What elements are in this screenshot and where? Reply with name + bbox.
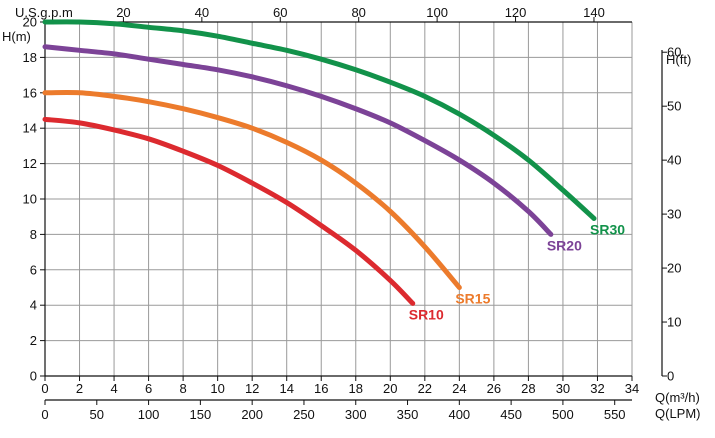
y-right-tick-label: 60 [667,45,681,60]
y-right-tick-label: 30 [667,207,681,222]
y-right-tick-label: 50 [667,99,681,114]
series-group [42,19,597,306]
x-bottom-tick-label: 4 [110,381,117,396]
y-left-tick-label: 4 [30,298,37,313]
x-bottom-tick-label: 32 [590,381,604,396]
y-right-axis-title: H(ft) [666,52,691,67]
x-lpm-tick-label: 400 [448,407,470,422]
x-lpm-tick-label: 250 [293,407,315,422]
x-top-tick-label: 80 [351,5,365,20]
x-top-axis-title: U.S.g.p.m [15,5,73,20]
y-left-tick-label: 0 [30,369,37,384]
x-bottom-tick-label: 8 [180,381,187,396]
series-label-sr20: SR20 [547,237,582,253]
x-bottom-tick-label: 30 [556,381,570,396]
grid [45,21,633,376]
y-left-tick-label: 6 [30,262,37,277]
y-left-tick-label: 10 [23,192,37,207]
x-bottom-tick-label: 26 [487,381,501,396]
y-left-tick-label: 2 [30,333,37,348]
x-top-tick-label: 60 [273,5,287,20]
y-right-tick-label: 10 [667,315,681,330]
x-lpm-tick-label: 200 [241,407,263,422]
x-bottom-tick-label: 6 [145,381,152,396]
series-line-sr20 [42,44,554,237]
x-bottom-tick-label: 2 [76,381,83,396]
series-label-sr15: SR15 [455,291,490,307]
y-left-tick-label: 14 [23,121,37,136]
y-left-tick-label: 20 [23,15,37,30]
series-line-sr10 [42,116,416,306]
x-lpm-axis-title: Q(LPM) [655,406,701,421]
x-bottom-tick-label: 12 [245,381,259,396]
x-bottom-tick-label: 34 [625,381,639,396]
x-lpm-tick-label: 500 [552,407,574,422]
y-right-tick-label: 20 [667,261,681,276]
y-right-tick-label: 40 [667,153,681,168]
x-lpm-tick-label: 550 [604,407,626,422]
x-top-tick-label: 20 [116,5,130,20]
x-bottom-tick-label: 22 [418,381,432,396]
x-lpm-tick-label: 0 [41,407,48,422]
y-right-tick-label: 0 [667,369,674,384]
x-bottom-tick-label: 18 [349,381,363,396]
x-lpm-tick-label: 50 [90,407,104,422]
x-bottom-tick-label: 28 [521,381,535,396]
y-left-tick-label: 16 [23,85,37,100]
x-lpm-tick-label: 100 [138,407,160,422]
x-top-tick-label: 100 [426,5,448,20]
x-bottom-tick-label: 0 [41,381,48,396]
x-lpm-tick-label: 450 [500,407,522,422]
series-line-sr30 [42,19,597,221]
x-top-tick-label: 140 [583,5,605,20]
labels-group: SR10 SR15 SR20 SR30 [409,221,626,322]
x-bottom-axis-title: Q(m³/h) [655,390,700,405]
series-line-sr15 [42,90,462,290]
series-label-sr30: SR30 [590,221,625,237]
x-bottom-tick-label: 14 [279,381,293,396]
x-top-tick-label: 120 [505,5,527,20]
y-left-tick-label: 8 [30,227,37,242]
x-bottom-tick-label: 24 [452,381,466,396]
x-bottom-tick-label: 10 [210,381,224,396]
y-left-tick-label: 18 [23,50,37,65]
y-left-axis-title: H(m) [2,29,31,44]
x-bottom-tick-label: 20 [383,381,397,396]
x-top-tick-label: 40 [195,5,209,20]
x-lpm-tick-label: 350 [397,407,419,422]
x-lpm-tick-label: 150 [190,407,212,422]
x-bottom-tick-label: 16 [314,381,328,396]
y-left-tick-label: 12 [23,156,37,171]
x-lpm-tick-label: 300 [345,407,367,422]
series-label-sr10: SR10 [409,306,444,322]
